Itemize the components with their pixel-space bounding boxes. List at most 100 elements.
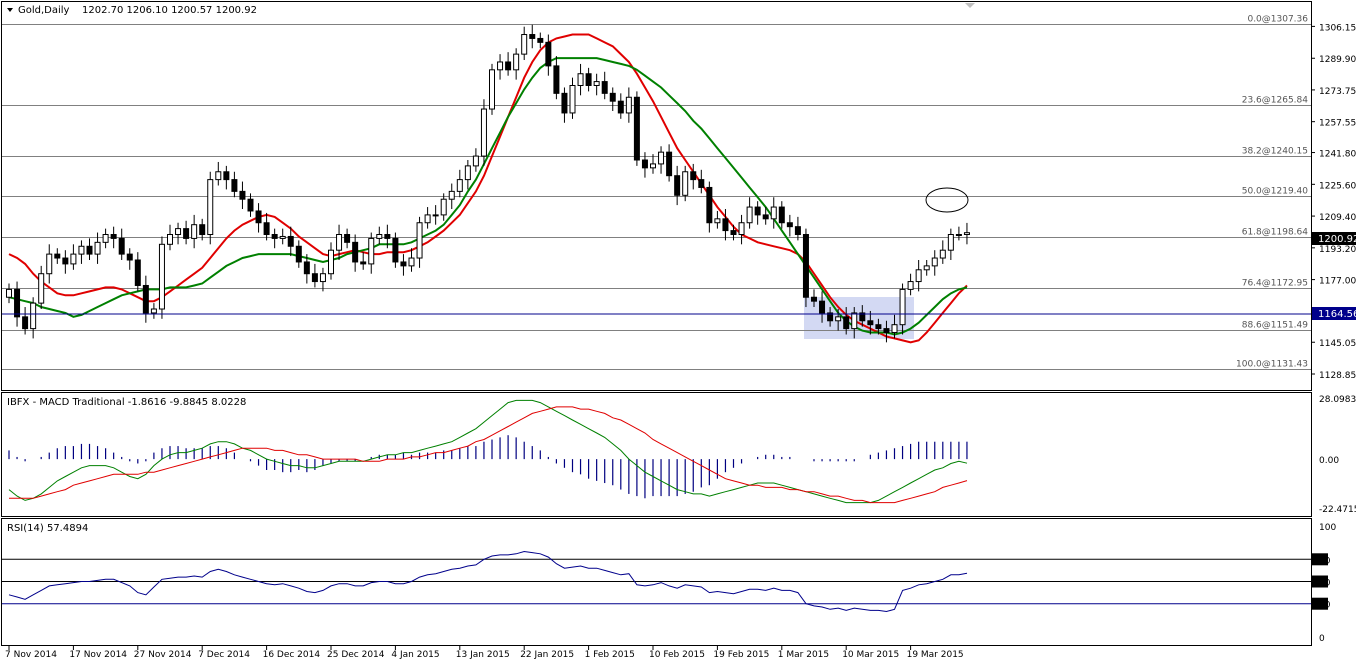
rsi-panel-frame <box>1 518 1312 646</box>
price-tick-label: 1209.40 <box>1319 213 1356 223</box>
candle-body <box>513 53 520 71</box>
candle-body <box>802 234 809 298</box>
candle-body <box>142 284 149 314</box>
candle-body <box>62 257 69 265</box>
candle-body <box>601 81 608 94</box>
candle-body <box>352 241 359 263</box>
candle-body <box>118 237 125 255</box>
moving-averages <box>8 33 968 344</box>
candle-body <box>706 186 713 224</box>
price-axis: 1306.15 1289.90 1273.75 1257.55 1241.80 1225.… <box>1311 23 1356 644</box>
candle-body <box>432 214 439 217</box>
candle-body <box>770 206 777 220</box>
fib-label: 61.8@1198.64 <box>1242 228 1309 238</box>
candle-body <box>497 61 504 71</box>
candlesticks <box>6 24 970 343</box>
time-axis: 7 Nov 2014 17 Nov 2014 27 Nov 2014 7 Dec 20… <box>5 645 964 660</box>
candle-body <box>408 257 415 267</box>
wick-annotation-ellipse <box>925 187 969 213</box>
price-tick-label: 1241.80 <box>1319 150 1356 160</box>
candle-body <box>585 73 592 87</box>
time-tick-label: 10 Mar 2015 <box>842 650 899 660</box>
time-tick-label: 17 Nov 2014 <box>69 650 127 660</box>
candle-body <box>859 312 866 322</box>
candle-body <box>754 206 761 216</box>
price-tick-label: 1273.75 <box>1319 87 1356 97</box>
candle-body <box>328 249 334 275</box>
price-tick-label: 1145.05 <box>1319 339 1356 349</box>
time-tick-label: 7 Nov 2014 <box>5 650 57 660</box>
time-tick-label: 16 Dec 2014 <box>263 650 321 660</box>
candle-body <box>641 159 648 169</box>
rsi-title: RSI(14) 57.4894 <box>7 523 88 534</box>
ma-slow-line <box>8 33 968 344</box>
candle-body <box>738 222 745 236</box>
candle-body <box>682 171 689 196</box>
macd-signal-line <box>9 406 968 504</box>
candle-body <box>617 100 624 114</box>
candle-body <box>786 222 793 228</box>
candle-body <box>150 308 157 314</box>
support-price-tag <box>1312 307 1356 320</box>
candle-body <box>714 218 721 224</box>
candle-body <box>416 222 423 259</box>
candle-body <box>690 171 697 181</box>
candle-body <box>6 288 12 298</box>
fibonacci-levels: 0.0@1307.36 23.6@1265.84 38.2@1240.15 50.0@… <box>2 15 1311 370</box>
time-tick-label: 19 Feb 2015 <box>713 650 769 660</box>
chart-shift-marker[interactable] <box>965 3 975 8</box>
candle-body <box>875 324 882 330</box>
candle-body <box>440 198 447 216</box>
candle-body <box>843 316 850 330</box>
price-tick-label: 1177.00 <box>1319 277 1356 287</box>
fib-label: 0.0@1307.36 <box>1247 15 1308 25</box>
candle-body <box>537 37 544 43</box>
candle-body <box>46 253 53 275</box>
time-tick-label: 4 Jan 2015 <box>391 650 439 660</box>
candle-body <box>376 234 383 239</box>
candle-body <box>319 273 326 283</box>
candle-body <box>110 234 117 239</box>
candle-body <box>424 214 431 224</box>
candle-body <box>344 234 351 243</box>
candle-body <box>883 328 890 334</box>
candle-body <box>231 179 238 192</box>
time-tick-label: 22 Jan 2015 <box>520 650 574 660</box>
candle-body <box>102 234 109 243</box>
candle-body <box>827 312 834 322</box>
candle-body <box>625 96 632 114</box>
candle-body <box>762 214 769 220</box>
candle-body <box>311 273 318 283</box>
candle-body <box>891 324 898 334</box>
candle-body <box>70 253 77 265</box>
symbol-dropdown-icon[interactable] <box>7 8 13 12</box>
ohlc-label: 1202.70 1206.10 1200.57 1200.92 <box>82 5 257 16</box>
candle-body <box>472 155 479 167</box>
candle-body <box>577 73 584 87</box>
candle-body <box>78 245 85 255</box>
candle-body <box>915 269 922 283</box>
candle-body <box>505 61 512 71</box>
candle-body <box>907 281 914 290</box>
candle-body <box>126 253 133 261</box>
candle-body <box>658 151 665 165</box>
candle-body <box>561 92 568 114</box>
candle-body <box>553 65 560 94</box>
macd-panel-frame <box>1 392 1312 517</box>
candle-body <box>939 249 946 259</box>
macd-tick-label: 0.00 <box>1319 456 1339 466</box>
candle-body <box>835 316 842 322</box>
candle-body <box>811 296 817 302</box>
candle-body <box>521 34 528 55</box>
candle-body <box>464 165 471 181</box>
candle-body <box>963 232 970 236</box>
candle-body <box>207 179 214 236</box>
candle-body <box>867 320 874 326</box>
candle-body <box>794 226 801 236</box>
candle-body <box>722 218 729 232</box>
symbol-label: Gold,Daily <box>18 5 70 16</box>
candle-body <box>199 224 206 236</box>
candle-body <box>167 234 173 245</box>
candle-body <box>30 302 37 330</box>
candle-body <box>287 235 294 247</box>
